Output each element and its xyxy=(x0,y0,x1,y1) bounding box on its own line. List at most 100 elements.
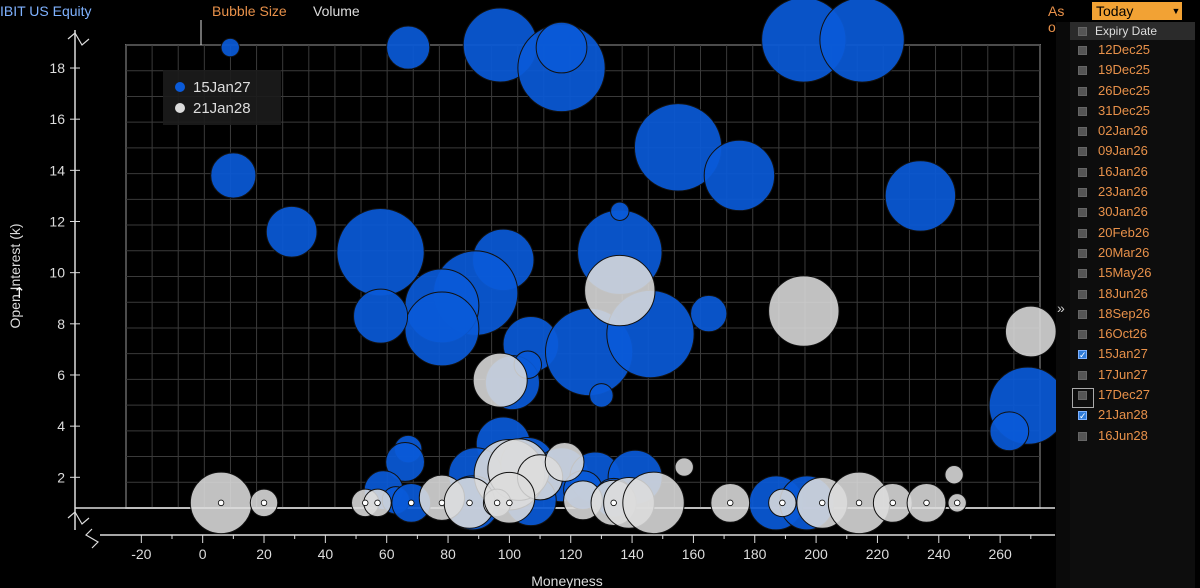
expiry-checkbox[interactable] xyxy=(1078,330,1087,340)
expiry-item[interactable]: 18Sep26 xyxy=(1070,304,1195,324)
bubble-size-selector[interactable]: Volume xyxy=(313,3,360,19)
expiry-item[interactable]: 16Oct26 xyxy=(1070,324,1195,344)
data-bubble xyxy=(989,411,1030,452)
select-all-checkbox[interactable] xyxy=(1078,27,1087,36)
expiry-label: 23Jan26 xyxy=(1098,184,1148,200)
baseline-marker xyxy=(727,499,734,507)
expiry-label: 15Jan27 xyxy=(1098,346,1148,362)
focus-outline xyxy=(1072,388,1094,408)
x-tick-label: 180 xyxy=(743,546,767,562)
expiry-item[interactable]: 23Jan26 xyxy=(1070,182,1195,202)
expiry-checkbox[interactable] xyxy=(1078,167,1087,177)
expiry-item[interactable]: 26Dec25 xyxy=(1070,81,1195,101)
x-axis-label: Moneyness xyxy=(531,573,603,588)
y-tick-label: 18 xyxy=(49,60,65,76)
bubble-chart: 2 4 6 8 10 12 14 16 18 -20 0 20 40 60 80 100 120 140 160 18… xyxy=(7,0,1056,588)
x-tick-label: 220 xyxy=(866,546,890,562)
expiry-checkbox[interactable] xyxy=(1078,309,1087,319)
chevron-down-icon[interactable]: ▼ xyxy=(1170,2,1182,20)
data-bubble xyxy=(589,383,614,408)
as-of-label: As of xyxy=(1048,3,1065,35)
expiry-item[interactable]: 02Jan26 xyxy=(1070,121,1195,141)
expiry-checkbox[interactable] xyxy=(1078,86,1087,96)
expiry-item[interactable]: 12Dec25 xyxy=(1070,40,1195,60)
data-bubble xyxy=(944,465,964,485)
baseline-marker xyxy=(610,499,617,507)
x-tick-label: 40 xyxy=(318,546,334,562)
x-tick-label: 240 xyxy=(927,546,951,562)
expiry-checkbox[interactable] xyxy=(1078,370,1087,380)
bubble-size-label: Bubble Size xyxy=(212,3,287,19)
expiry-label: 26Dec25 xyxy=(1098,82,1151,98)
x-tick-label: -20 xyxy=(131,546,151,562)
expiry-checkbox[interactable] xyxy=(1078,106,1087,116)
expiry-checkbox[interactable] xyxy=(1078,127,1087,137)
x-tick-label: 140 xyxy=(620,546,644,562)
expiry-item[interactable]: 15Jan27 xyxy=(1070,344,1195,366)
baseline-marker xyxy=(217,499,225,507)
legend-label: 15Jan27 xyxy=(193,79,251,96)
expiry-checkbox[interactable] xyxy=(1078,46,1087,55)
expiry-checkbox[interactable] xyxy=(1078,248,1087,258)
y-axis-break xyxy=(67,511,90,525)
expiry-item[interactable]: 31Dec25 xyxy=(1070,101,1195,121)
baseline-marker xyxy=(438,499,446,507)
expiry-label: 15May26 xyxy=(1098,265,1152,281)
expiry-item[interactable]: 09Jan26 xyxy=(1070,141,1195,161)
expiry-checkbox[interactable] xyxy=(1078,188,1087,198)
expiry-checkbox[interactable] xyxy=(1078,345,1087,366)
expiry-item[interactable]: 20Mar26 xyxy=(1070,243,1195,263)
expiry-checkbox[interactable] xyxy=(1078,147,1087,157)
expiry-label: 30Jan26 xyxy=(1098,204,1148,220)
expiry-item[interactable]: 16Jan26 xyxy=(1070,162,1195,182)
y-tick-label: 14 xyxy=(49,162,65,178)
data-bubble xyxy=(674,457,694,477)
expiry-item[interactable]: 20Feb26 xyxy=(1070,223,1195,243)
baseline-marker xyxy=(408,499,415,507)
expiry-item[interactable]: 30Jan26 xyxy=(1070,202,1195,222)
expiry-item[interactable]: 21Jan28 xyxy=(1070,405,1195,427)
expiry-checkbox[interactable] xyxy=(1078,228,1087,238)
expiry-label: 18Jun26 xyxy=(1098,285,1148,301)
expiry-checkbox[interactable] xyxy=(1078,208,1087,218)
expiry-item[interactable]: 16Jun28 xyxy=(1070,426,1195,446)
expiry-checkbox[interactable] xyxy=(1078,66,1087,76)
legend-marker xyxy=(175,82,185,92)
baseline-marker xyxy=(374,499,381,507)
legend-box xyxy=(163,70,281,125)
panel-collapse-bar[interactable] xyxy=(1056,22,1070,588)
data-bubble xyxy=(544,442,585,482)
expiry-item[interactable]: 17Jun27 xyxy=(1070,365,1195,385)
expiry-item[interactable]: 18Jun26 xyxy=(1070,284,1195,304)
expiry-label: 20Mar26 xyxy=(1098,244,1150,260)
expiry-checkbox[interactable] xyxy=(1078,289,1087,299)
data-bubble xyxy=(768,275,840,347)
data-bubble xyxy=(584,254,656,327)
y-tick-label: 8 xyxy=(57,316,65,332)
expiry-checkbox[interactable] xyxy=(1078,406,1087,427)
y-tick-label: 16 xyxy=(49,111,65,127)
x-tick-label: 120 xyxy=(559,546,583,562)
expiry-item[interactable]: 17Dec27 xyxy=(1070,385,1195,405)
expiry-label: 17Dec27 xyxy=(1098,387,1151,403)
expand-panel-icon[interactable]: » xyxy=(1057,300,1065,316)
expiry-label: 18Sep26 xyxy=(1098,305,1151,321)
expiry-checkbox[interactable] xyxy=(1078,391,1087,401)
baseline-marker xyxy=(466,499,473,507)
expiry-checkbox[interactable] xyxy=(1078,269,1087,279)
data-bubble xyxy=(483,471,536,524)
expiry-label: 21Jan28 xyxy=(1098,407,1148,423)
data-bubble xyxy=(622,471,685,535)
expiry-checkbox[interactable] xyxy=(1078,431,1087,441)
baseline-marker xyxy=(819,499,826,507)
expiry-panel-header[interactable]: Expiry Date xyxy=(1070,22,1195,40)
expiry-item[interactable]: 19Dec25 xyxy=(1070,60,1195,80)
expiry-item[interactable]: 15May26 xyxy=(1070,263,1195,283)
x-axis-break xyxy=(85,528,99,549)
baseline-marker xyxy=(493,499,501,507)
y-axis-label: Open Interest (k) xyxy=(7,223,23,328)
security-ticker[interactable]: IBIT US Equity xyxy=(0,3,92,19)
data-bubble xyxy=(404,291,480,367)
data-bubble xyxy=(336,208,425,297)
as-of-dropdown[interactable]: Today xyxy=(1092,2,1182,20)
